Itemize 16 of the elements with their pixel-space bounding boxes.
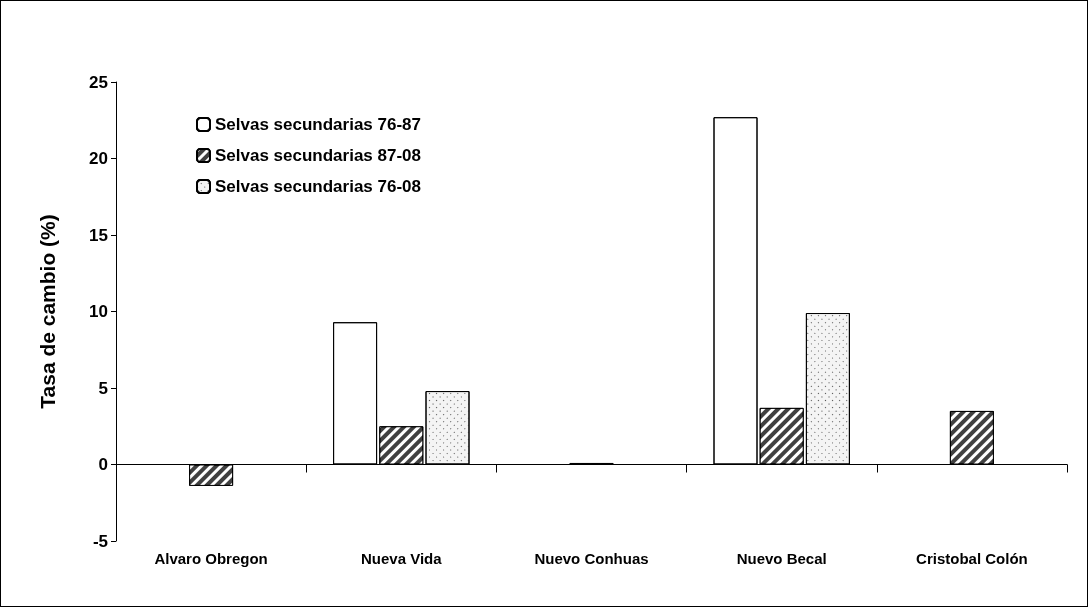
y-tick-label: 5: [98, 378, 108, 398]
legend-label: Selvas secundarias 87-08: [215, 146, 422, 165]
y-axis-title: Tasa de cambio (%): [36, 214, 59, 409]
x-tick-label: Nueva Vida: [361, 550, 443, 567]
y-tick-label: 15: [89, 225, 108, 245]
x-tick-label: Cristobal Colón: [916, 550, 1028, 567]
y-tick-label: 0: [98, 455, 108, 474]
x-tick-label: Nuevo Becal: [736, 550, 827, 567]
y-tick-label: 10: [89, 302, 108, 321]
y-tick-label: -5: [92, 531, 108, 551]
legend-label: Selvas secundarias 76-08: [215, 177, 422, 196]
x-tick-label: Alvaro Obregon: [154, 550, 268, 567]
y-tick-label: 25: [89, 72, 108, 92]
legend-label: Selvas secundarias 76-87: [215, 115, 422, 134]
y-tick-label: 20: [89, 149, 108, 168]
x-tick-label: Nuevo Conhuas: [534, 550, 649, 567]
